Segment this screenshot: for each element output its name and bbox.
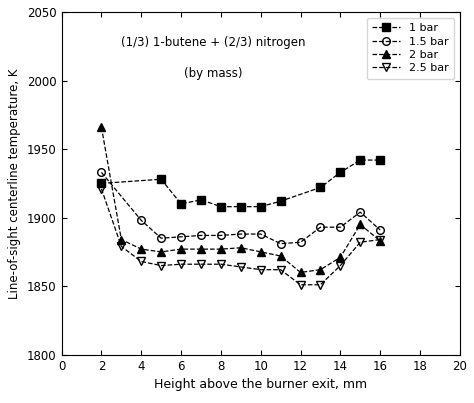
1.5 bar xyxy=(357,210,363,214)
1.5 bar xyxy=(377,228,383,233)
2.5 bar xyxy=(138,259,144,264)
2 bar xyxy=(337,255,343,260)
2 bar xyxy=(377,239,383,243)
Legend: 1 bar, 1.5 bar, 2 bar, 2.5 bar: 1 bar, 1.5 bar, 2 bar, 2.5 bar xyxy=(367,18,454,79)
2.5 bar xyxy=(258,267,264,272)
1.5 bar xyxy=(99,170,104,175)
2.5 bar xyxy=(118,244,124,249)
1 bar xyxy=(357,158,363,162)
Y-axis label: Line-of-sight centerline temperature, K: Line-of-sight centerline temperature, K xyxy=(9,68,21,299)
1.5 bar xyxy=(178,235,184,239)
Text: (by mass): (by mass) xyxy=(183,67,242,80)
1 bar xyxy=(198,197,204,202)
1 bar xyxy=(158,177,164,182)
2 bar xyxy=(218,247,224,251)
2 bar xyxy=(178,247,184,251)
2.5 bar xyxy=(318,283,323,287)
Line: 2 bar: 2 bar xyxy=(98,123,384,276)
1.5 bar xyxy=(198,233,204,238)
1.5 bar xyxy=(278,241,283,246)
1.5 bar xyxy=(318,225,323,230)
2.5 bar xyxy=(198,262,204,267)
1.5 bar xyxy=(158,236,164,241)
1.5 bar xyxy=(218,233,224,238)
2.5 bar xyxy=(337,263,343,268)
2.5 bar xyxy=(238,264,244,269)
1 bar xyxy=(99,181,104,186)
2 bar xyxy=(238,245,244,250)
1 bar xyxy=(337,170,343,175)
1.5 bar xyxy=(258,232,264,237)
1.5 bar xyxy=(138,218,144,223)
2 bar xyxy=(138,247,144,251)
1 bar xyxy=(218,204,224,209)
2.5 bar xyxy=(158,263,164,268)
2.5 bar xyxy=(278,267,283,272)
2.5 bar xyxy=(357,240,363,245)
2 bar xyxy=(118,237,124,242)
2 bar xyxy=(198,247,204,251)
2 bar xyxy=(318,267,323,272)
1 bar xyxy=(238,204,244,209)
Line: 2.5 bar: 2.5 bar xyxy=(98,185,384,289)
2.5 bar xyxy=(377,237,383,242)
2 bar xyxy=(357,222,363,227)
Line: 1.5 bar: 1.5 bar xyxy=(98,168,384,247)
1 bar xyxy=(178,202,184,206)
2.5 bar xyxy=(298,283,303,287)
2 bar xyxy=(278,253,283,258)
1 bar xyxy=(278,199,283,204)
2.5 bar xyxy=(178,262,184,267)
2 bar xyxy=(158,249,164,254)
2.5 bar xyxy=(218,262,224,267)
2.5 bar xyxy=(99,187,104,191)
Line: 1 bar: 1 bar xyxy=(98,156,384,210)
1 bar xyxy=(258,204,264,209)
Text: (1/3) 1-butene + (2/3) nitrogen: (1/3) 1-butene + (2/3) nitrogen xyxy=(121,36,305,49)
X-axis label: Height above the burner exit, mm: Height above the burner exit, mm xyxy=(154,378,367,391)
1.5 bar xyxy=(298,240,303,245)
1 bar xyxy=(318,185,323,190)
1 bar xyxy=(377,158,383,162)
2 bar xyxy=(99,125,104,130)
2 bar xyxy=(298,270,303,275)
1.5 bar xyxy=(238,232,244,237)
2 bar xyxy=(258,249,264,254)
1.5 bar xyxy=(337,225,343,230)
